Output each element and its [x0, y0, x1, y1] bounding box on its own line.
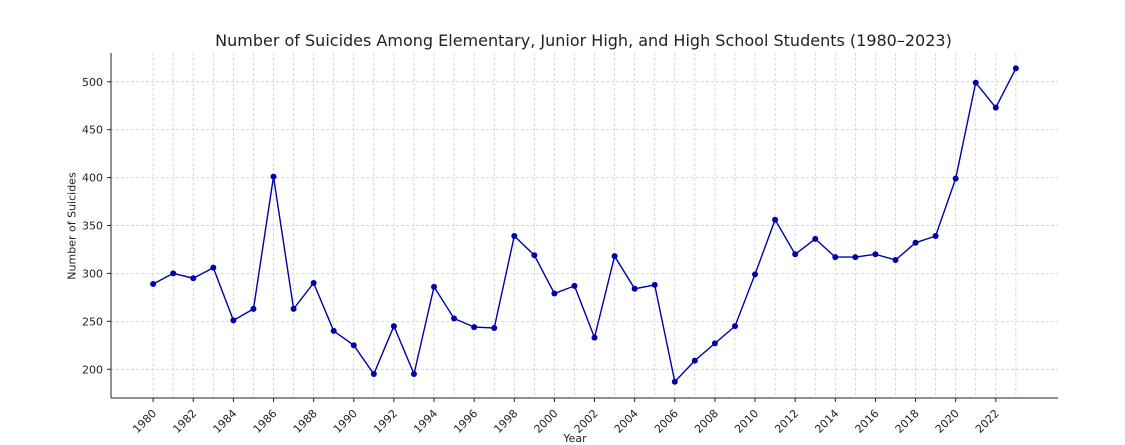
data-point — [170, 270, 177, 277]
y-tick-label: 500 — [82, 76, 103, 89]
data-point — [952, 175, 959, 182]
x-tick-label: 1992 — [371, 407, 400, 436]
x-tick-label: 1988 — [291, 407, 320, 436]
x-tick-label: 2018 — [893, 407, 922, 436]
x-tick-label: 1984 — [211, 407, 240, 436]
y-tick-label: 200 — [82, 363, 103, 376]
x-tick-label: 2010 — [732, 407, 761, 436]
x-tick-label: 2022 — [973, 407, 1002, 436]
data-point — [872, 251, 879, 258]
data-point — [892, 257, 899, 263]
data-point — [571, 282, 578, 289]
y-tick-label: 350 — [82, 220, 103, 233]
y-tick-label: 450 — [82, 124, 103, 137]
x-tick-label: 1998 — [491, 407, 520, 436]
x-tick-label: 1986 — [251, 407, 280, 436]
data-point — [731, 323, 738, 330]
chart-title: Number of Suicides Among Elementary, Jun… — [215, 31, 952, 50]
data-point — [551, 290, 558, 297]
data-point — [250, 305, 257, 312]
data-point — [150, 280, 157, 287]
data-point — [370, 371, 377, 378]
data-point — [270, 173, 277, 180]
x-tick-label: 2000 — [532, 407, 561, 436]
data-point — [491, 325, 498, 332]
x-tick-label: 1996 — [451, 407, 480, 436]
data-point — [1012, 65, 1019, 72]
data-point — [310, 280, 317, 286]
data-point — [210, 264, 217, 271]
y-tick-label: 250 — [82, 315, 103, 328]
data-point — [230, 317, 237, 324]
data-point — [190, 275, 197, 282]
y-axis-ticks: 200 250 300 350 400 450 500 — [82, 76, 111, 376]
data-point — [431, 283, 438, 290]
data-point — [772, 216, 779, 223]
data-point — [631, 285, 638, 292]
data-point — [671, 378, 678, 385]
x-axis-ticks: 1980 1982 1984 1986 1988 1990 1992 1994 1996 1998… — [130, 398, 1002, 436]
data-point — [410, 371, 417, 378]
grid — [111, 53, 1058, 398]
data-point — [350, 342, 357, 349]
x-tick-label: 2004 — [612, 407, 641, 436]
y-tick-label: 400 — [82, 172, 103, 185]
x-tick-label: 1980 — [130, 407, 159, 436]
data-point — [591, 334, 598, 341]
data-point — [972, 79, 979, 86]
data-point — [752, 271, 759, 278]
data-point — [531, 252, 538, 259]
data-point — [832, 254, 839, 261]
data-point — [451, 315, 458, 322]
x-tick-label: 2012 — [772, 407, 801, 436]
x-tick-label: 1982 — [170, 407, 199, 436]
data-point — [812, 235, 819, 242]
series-line — [152, 67, 1017, 384]
x-tick-label: 2016 — [853, 407, 882, 436]
data-point — [852, 254, 859, 261]
data-point — [992, 104, 999, 111]
data-point — [691, 357, 698, 364]
data-point — [511, 233, 518, 240]
x-tick-label: 2014 — [812, 407, 841, 436]
x-axis-label: Year — [563, 432, 587, 445]
data-point — [932, 233, 939, 240]
x-tick-label: 2006 — [652, 407, 681, 436]
data-point — [611, 253, 618, 260]
data-point — [390, 323, 397, 330]
x-tick-label: 2008 — [692, 407, 721, 436]
data-point — [290, 305, 297, 312]
x-tick-label: 2020 — [933, 407, 962, 436]
data-point — [471, 324, 478, 331]
series-group — [150, 65, 1019, 385]
data-point — [792, 251, 799, 258]
y-axis-label: Number of Suicides — [65, 172, 79, 280]
data-point — [912, 239, 919, 246]
data-point — [651, 281, 658, 288]
y-tick-label: 300 — [82, 267, 103, 280]
x-tick-label: 1994 — [411, 407, 440, 436]
data-point — [330, 327, 337, 334]
x-tick-label: 1990 — [331, 407, 360, 436]
data-point — [711, 340, 718, 347]
